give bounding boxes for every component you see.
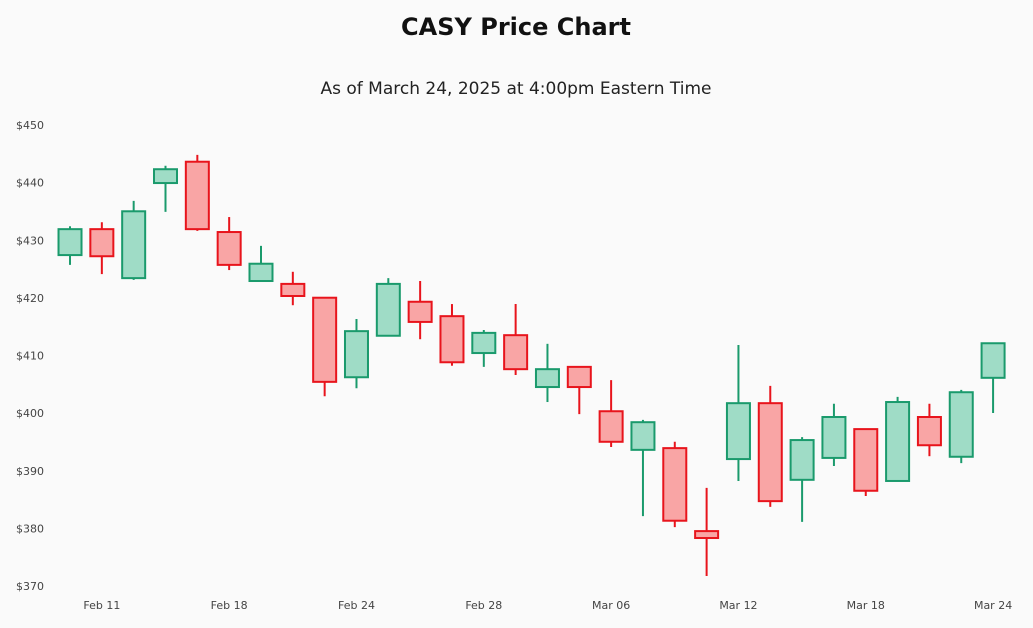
candle-body <box>248 262 274 283</box>
x-tick-label: Feb 24 <box>338 599 375 612</box>
x-tick-label: Feb 18 <box>211 599 248 612</box>
chart-subtitle: As of March 24, 2025 at 4:00pm Eastern T… <box>320 79 711 99</box>
candle-body <box>57 228 83 257</box>
x-tick-label: Feb 11 <box>83 599 120 612</box>
candle-body <box>534 368 560 389</box>
candle-body <box>216 231 242 266</box>
candle-body <box>375 282 401 337</box>
y-tick-label: $370 <box>16 580 44 593</box>
candle-body <box>121 210 147 280</box>
y-tick-label: $390 <box>16 465 44 478</box>
candle-body <box>598 410 624 443</box>
candle-body <box>312 296 338 383</box>
x-tick-label: Mar 24 <box>974 599 1012 612</box>
x-tick-label: Mar 06 <box>592 599 630 612</box>
candle-body <box>948 391 974 458</box>
candle-body <box>153 168 179 185</box>
y-tick-label: $440 <box>16 177 44 190</box>
x-tick-label: Feb 28 <box>465 599 502 612</box>
candle-body <box>503 334 529 371</box>
candle-body <box>343 330 369 379</box>
candle-body <box>853 428 879 492</box>
x-tick-label: Mar 18 <box>847 599 885 612</box>
x-tick-label: Mar 12 <box>719 599 757 612</box>
candle-body <box>471 331 497 355</box>
y-tick-label: $430 <box>16 234 44 247</box>
candle-body <box>725 402 751 461</box>
candle-body <box>280 282 306 297</box>
candle-body <box>630 421 656 451</box>
candle-body <box>407 300 433 323</box>
candle-body <box>694 530 720 540</box>
y-tick-label: $450 <box>16 119 44 132</box>
chart-title: CASY Price Chart <box>401 13 631 41</box>
candle-body <box>184 160 210 231</box>
candle-body <box>662 447 688 522</box>
candle-body <box>757 402 783 503</box>
candle-body <box>89 228 115 258</box>
y-tick-label: $410 <box>16 350 44 363</box>
candle-body <box>980 342 1006 379</box>
candle-body <box>566 365 592 389</box>
y-tick-label: $380 <box>16 522 44 535</box>
candle-body <box>821 416 847 459</box>
y-tick-label: $420 <box>16 292 44 305</box>
candle-body <box>916 416 942 447</box>
candle-body <box>789 439 815 481</box>
y-tick-label: $400 <box>16 407 44 420</box>
candle-body <box>439 315 465 364</box>
candle-body <box>885 401 911 482</box>
